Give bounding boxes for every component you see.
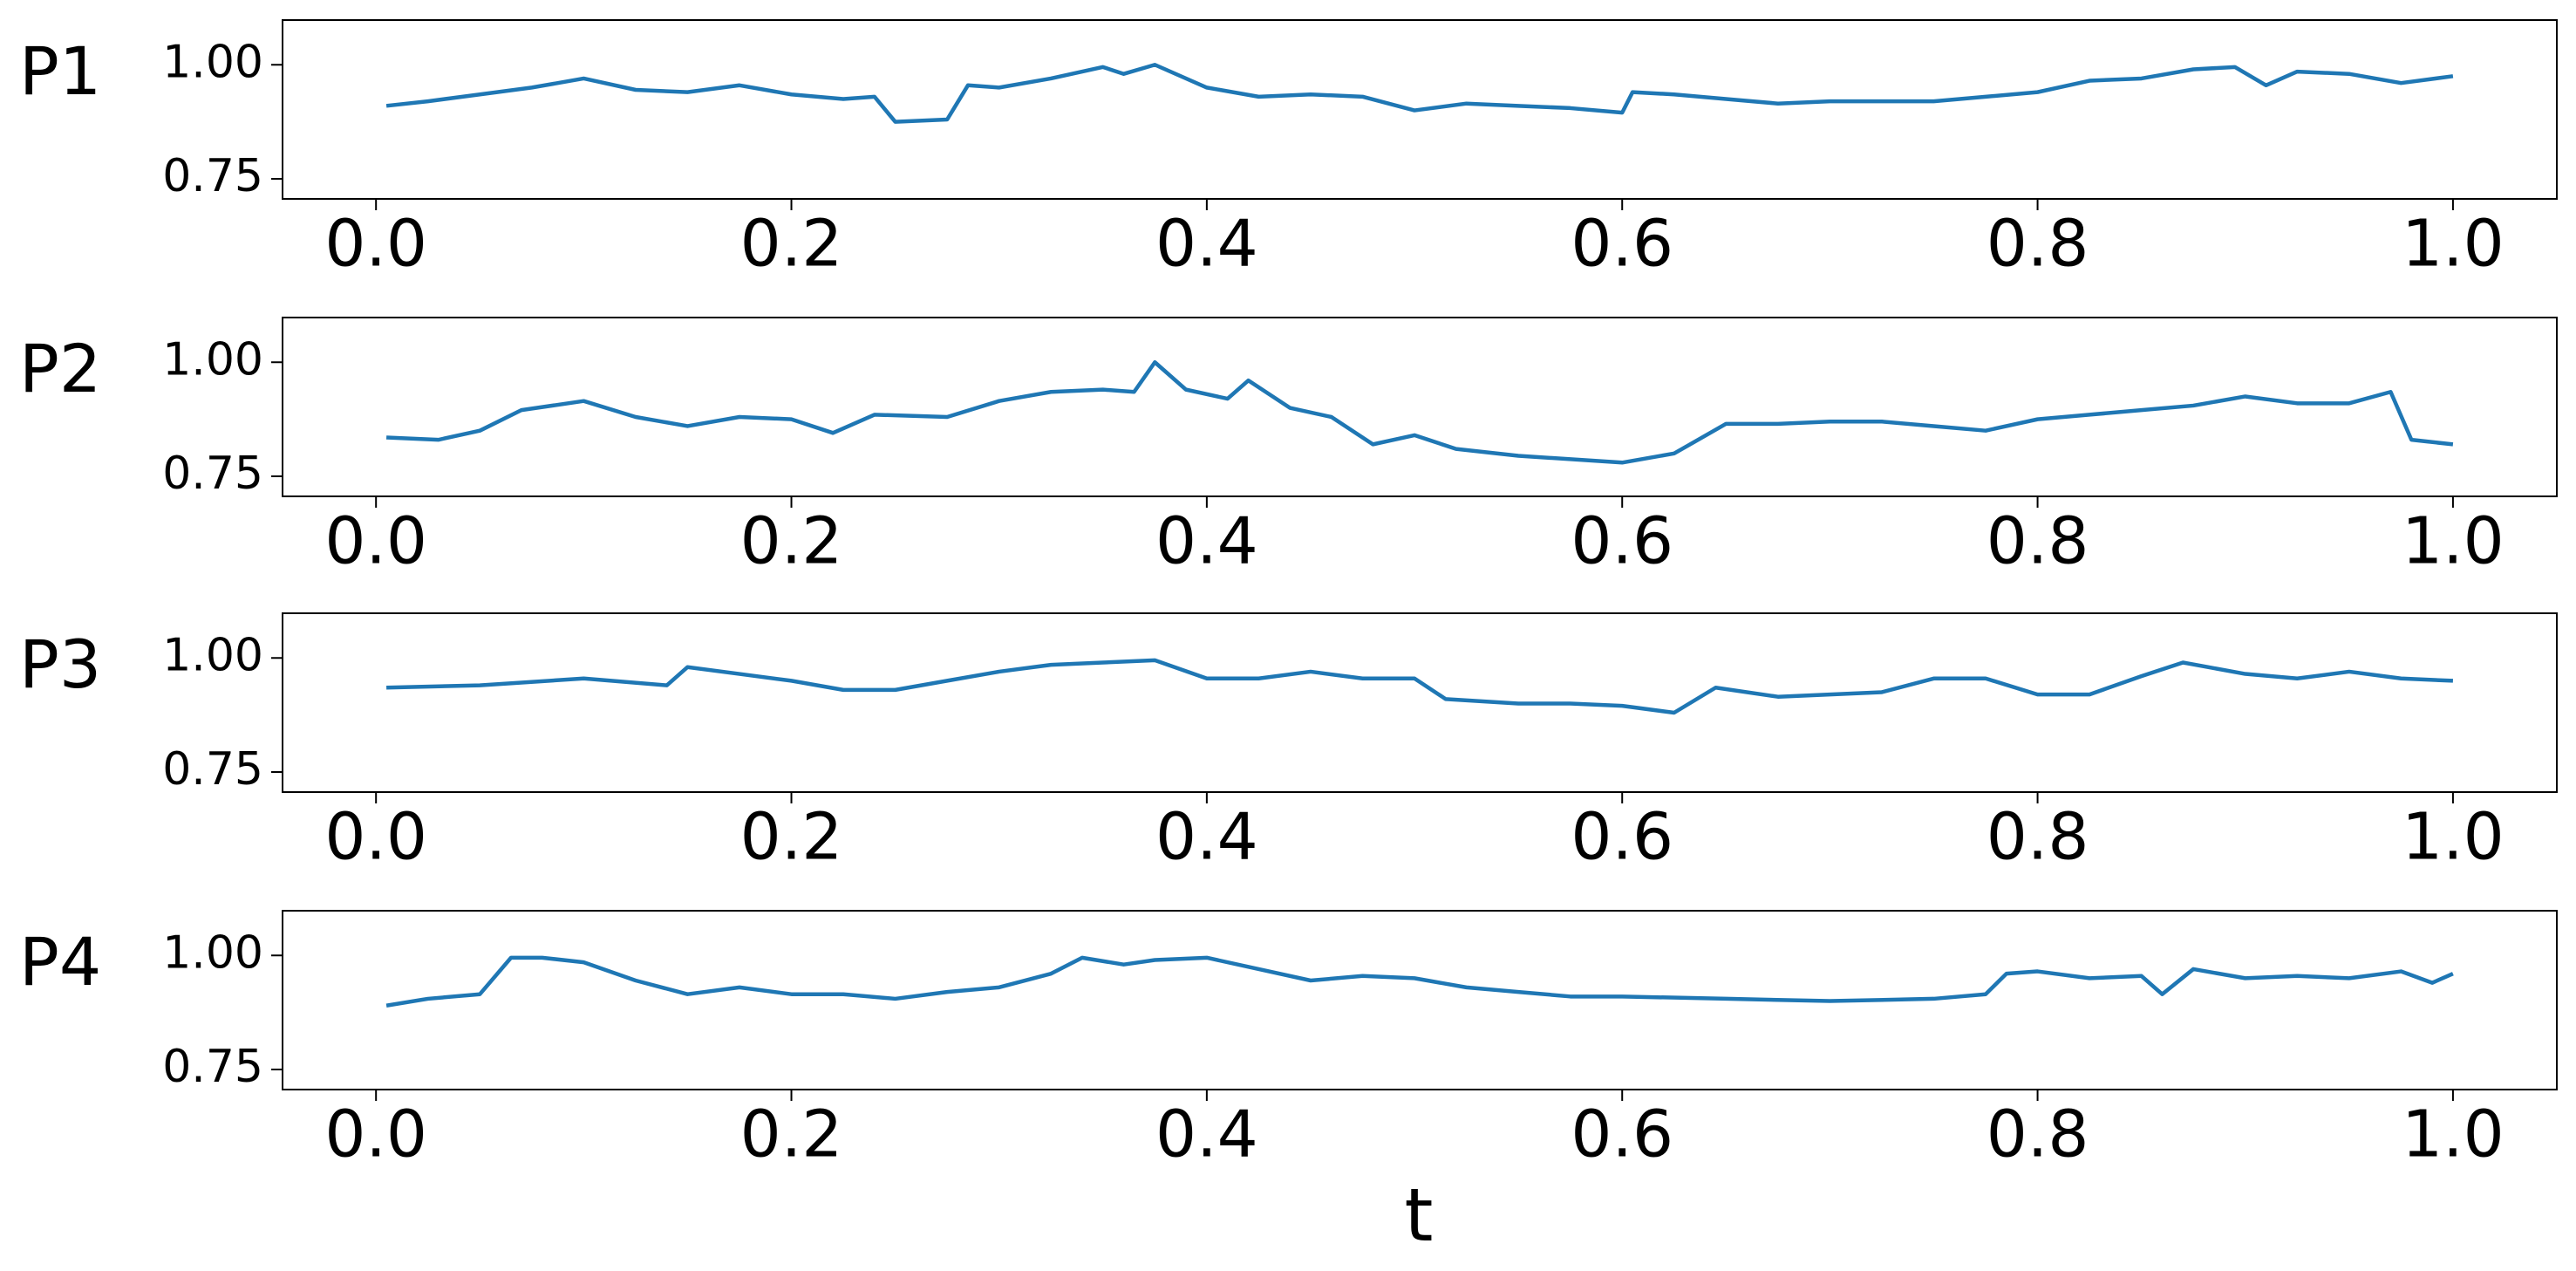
plot-frame (282, 910, 2558, 1090)
x-tick-label: 0.0 (324, 1097, 427, 1172)
x-tick-label: 0.6 (1571, 1097, 1673, 1172)
x-tick-label: 0.2 (740, 1097, 843, 1172)
y-tick-label: 0.75 (162, 1041, 263, 1093)
y-tick-label: 0.75 (162, 150, 263, 202)
x-tick-label: 0.6 (1571, 800, 1673, 875)
y-tick-label: 0.75 (162, 743, 263, 796)
y-axis-label: P1 (19, 32, 101, 110)
plot-frame (282, 19, 2558, 200)
x-tick-label: 0.8 (1987, 800, 2089, 875)
x-tick-label: 0.4 (1155, 504, 1258, 579)
x-tick-label: 0.6 (1571, 504, 1673, 579)
x-axis-label: t (1405, 1172, 1434, 1258)
data-line (385, 955, 2454, 1008)
x-tick-label: 0.6 (1571, 207, 1673, 282)
x-tick-label: 0.4 (1155, 800, 1258, 875)
y-axis-label: P2 (19, 330, 101, 407)
y-axis-label: P4 (19, 923, 101, 1001)
x-tick-label: 0.0 (324, 207, 427, 282)
x-tick-label: 0.8 (1987, 504, 2089, 579)
x-tick-label: 0.0 (324, 800, 427, 875)
plot-frame (282, 612, 2558, 793)
y-tick-label: 1.00 (162, 926, 263, 979)
y-tick-label: 1.00 (162, 36, 263, 88)
x-tick-label: 0.8 (1987, 207, 2089, 282)
x-tick-label: 0.2 (740, 504, 843, 579)
y-axis-label: P3 (19, 625, 101, 703)
y-tick-label: 0.75 (162, 448, 263, 500)
data-line (385, 63, 2454, 124)
x-tick-label: 0.2 (740, 207, 843, 282)
x-tick-label: 0.4 (1155, 1097, 1258, 1172)
x-tick-label: 1.0 (2402, 504, 2504, 579)
y-tick-label: 1.00 (162, 333, 263, 386)
plot-frame (282, 317, 2558, 497)
data-line (386, 658, 2454, 715)
y-tick-label: 1.00 (162, 629, 263, 681)
x-tick-label: 1.0 (2402, 800, 2504, 875)
x-tick-label: 0.4 (1155, 207, 1258, 282)
data-line (385, 360, 2454, 465)
x-tick-label: 0.8 (1987, 1097, 2089, 1172)
x-tick-label: 0.2 (740, 800, 843, 875)
x-tick-label: 1.0 (2402, 207, 2504, 282)
x-tick-label: 0.0 (324, 504, 427, 579)
x-tick-label: 1.0 (2402, 1097, 2504, 1172)
